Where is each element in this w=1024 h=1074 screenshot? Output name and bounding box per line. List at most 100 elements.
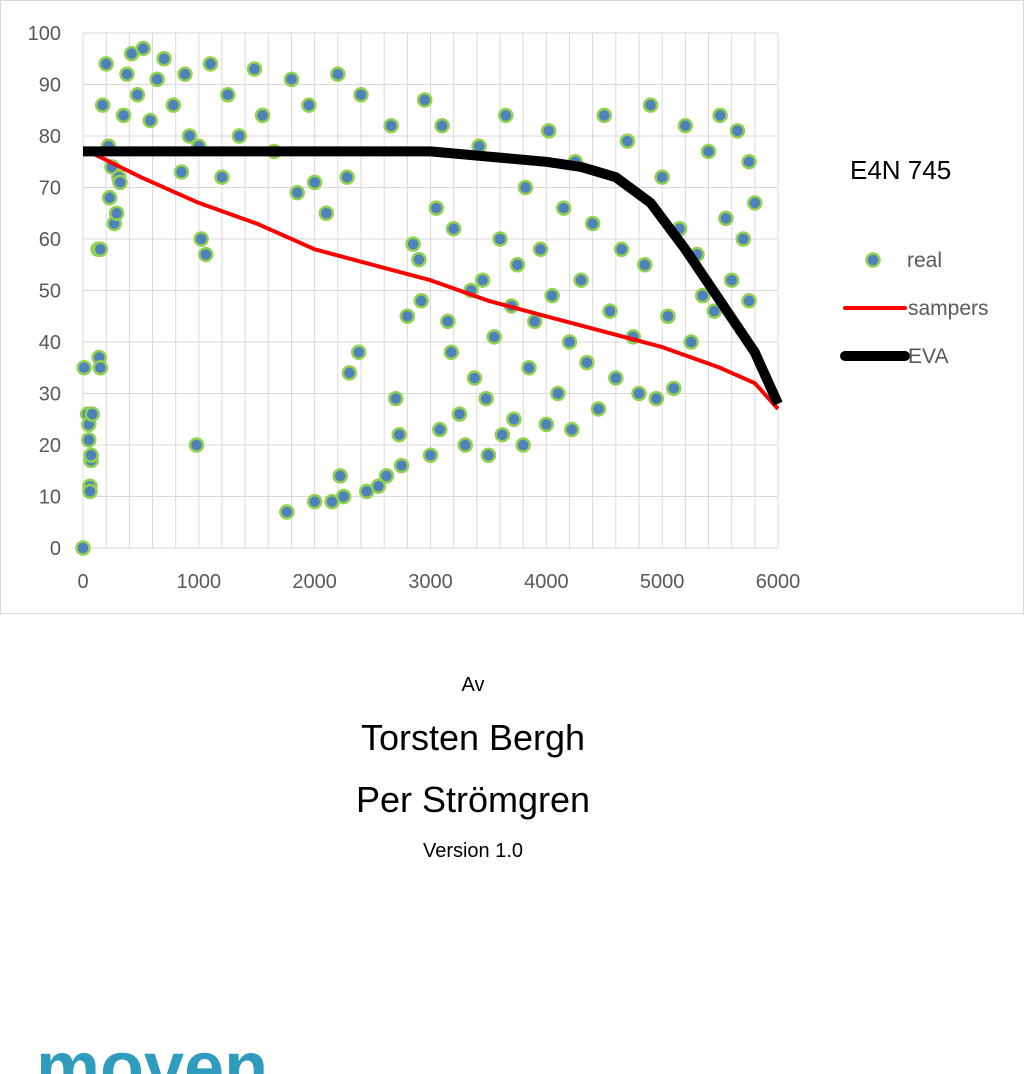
data-point-real (466, 370, 483, 386)
data-point-real (527, 313, 543, 330)
data-point-real (81, 432, 97, 448)
data-point-real (677, 117, 694, 134)
data-point-real (478, 390, 494, 407)
data-point-real (84, 406, 101, 422)
data-point-real (555, 200, 572, 216)
data-point-real (76, 360, 92, 376)
legend-label-real: real (907, 249, 942, 272)
data-point-real (289, 184, 306, 201)
data-point-real (283, 71, 300, 88)
y-tick-label: 0 (50, 538, 61, 560)
data-point-real (474, 272, 491, 288)
data-point-real (173, 164, 190, 180)
data-point-real (405, 236, 421, 252)
logo-graphic: moven (36, 1036, 268, 1074)
data-point-real (613, 241, 630, 258)
data-point-real (193, 231, 209, 247)
data-point-real (729, 123, 746, 139)
data-point-real (544, 287, 560, 304)
x-tick-label: 3000 (408, 571, 453, 593)
by-label: Av (461, 674, 485, 696)
data-point-real (165, 97, 182, 113)
y-tick-label: 80 (39, 126, 61, 148)
plot-series (75, 40, 783, 556)
data-point-real (486, 329, 502, 345)
data-point-real (335, 488, 352, 505)
data-point-real (181, 128, 198, 144)
y-tick-label: 30 (39, 384, 61, 406)
data-point-real (202, 56, 219, 72)
data-point-real (353, 87, 369, 103)
legend-title: E4N 745 (850, 155, 951, 185)
data-point-real (149, 71, 165, 88)
x-tick-label: 4000 (524, 571, 569, 593)
data-point-real (654, 169, 670, 185)
data-point-real (393, 457, 410, 474)
data-point-real (177, 66, 193, 82)
data-point-real (451, 406, 468, 422)
data-point-real (579, 354, 595, 371)
data-point-real (445, 220, 462, 237)
data-point-real (378, 468, 395, 484)
data-point-real (735, 231, 751, 247)
data-point-real (332, 468, 348, 484)
data-point-real (428, 200, 445, 216)
data-point-real (231, 128, 248, 144)
data-point-real (637, 257, 653, 273)
data-point-real (642, 97, 659, 113)
data-point-real (666, 380, 682, 397)
data-point-real (517, 179, 534, 196)
data-point-real (83, 447, 99, 464)
data-point-real (440, 313, 456, 330)
data-point-real (279, 504, 295, 520)
data-point-real (306, 174, 323, 191)
data-point-real (350, 344, 367, 361)
data-point-real (457, 437, 473, 453)
data-point-real (432, 421, 448, 438)
data-point-real (683, 334, 699, 350)
data-point-real (741, 293, 757, 309)
data-point-real (115, 107, 132, 124)
data-point-real (129, 87, 146, 103)
x-tick-label: 5000 (640, 571, 685, 593)
data-point-real (188, 437, 205, 453)
data-point-real (602, 303, 618, 319)
y-tick-label: 20 (39, 435, 61, 457)
data-point-real (142, 112, 158, 129)
series-line-sampers (87, 149, 780, 411)
data-point-real (156, 51, 172, 67)
data-point-real (339, 169, 355, 185)
data-point-real (723, 272, 740, 288)
data-point-real (341, 365, 358, 381)
data-point-real (422, 447, 439, 464)
data-point-real (498, 107, 514, 124)
data-point-real (92, 241, 109, 258)
data-point-real (330, 66, 346, 82)
y-tick-label: 90 (39, 75, 61, 97)
data-point-real (747, 195, 763, 211)
data-point-real (98, 56, 114, 72)
data-point-real (119, 66, 135, 82)
author-name-1: Torsten Bergh (360, 717, 586, 758)
data-point-real (532, 241, 549, 258)
data-point-real (550, 385, 566, 402)
data-point-real (413, 293, 429, 309)
data-point-real (301, 97, 317, 113)
y-tick-label: 70 (39, 178, 61, 200)
data-point-real (254, 107, 271, 124)
data-point-real (538, 416, 555, 433)
legend-label-sampers: sampers (908, 297, 989, 320)
y-tick-label: 60 (39, 229, 61, 251)
data-point-real (573, 272, 589, 288)
data-point-real (383, 117, 399, 134)
data-point-real (492, 231, 508, 247)
chart-area: 0 10 20 30 40 50 60 70 80 90 100 0 1000 2000 3000 4000 5… (0, 0, 1024, 614)
data-point-real (370, 478, 387, 494)
moven-logo: moven (36, 1036, 286, 1074)
data-point-real (700, 143, 717, 160)
legend: E4N 745 real sampers EVA (840, 155, 989, 368)
data-point-real (94, 97, 111, 113)
x-tick-label: 2000 (292, 571, 337, 593)
